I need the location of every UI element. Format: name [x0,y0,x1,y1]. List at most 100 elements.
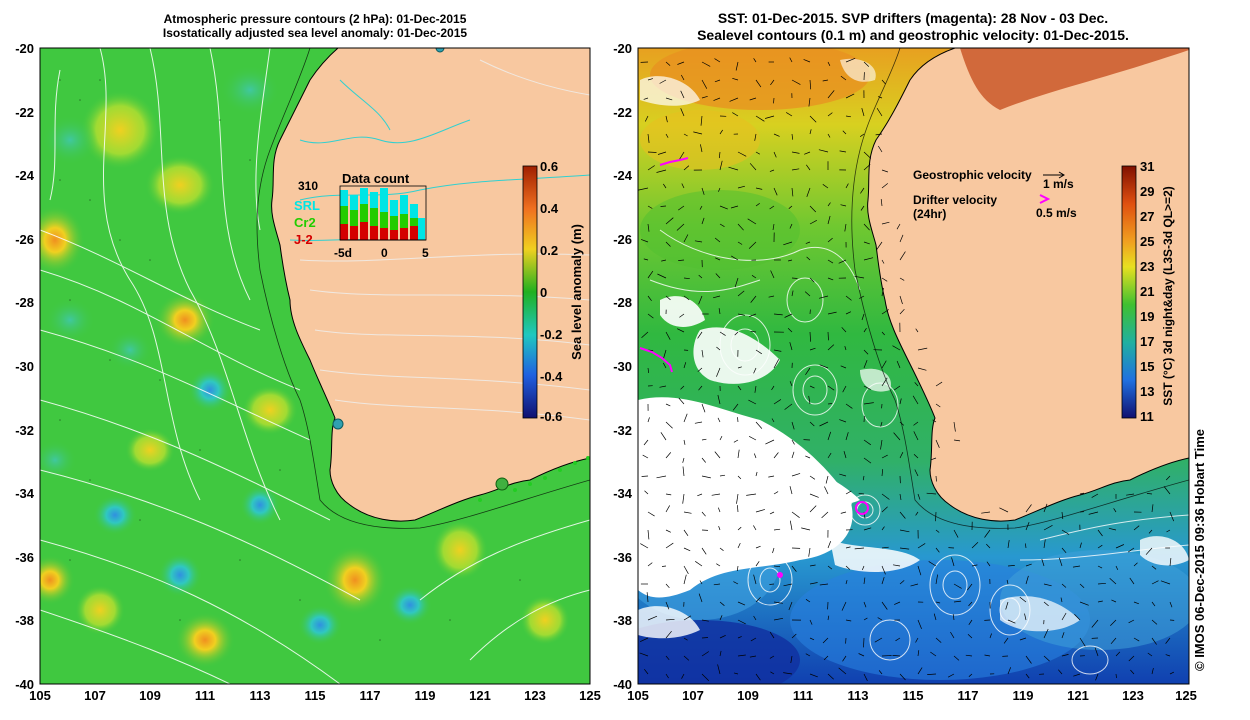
velocity-vector [1061,612,1067,621]
velocity-vector [753,615,757,621]
velocity-vector [1024,613,1027,621]
left-panel-title: Atmospheric pressure contours (2 hPa): 0… [40,12,590,40]
velocity-vector [881,277,888,282]
velocity-vector [683,362,687,369]
velocity-vector [736,565,739,572]
velocity-vector [718,525,721,531]
velocity-vector [747,218,757,225]
velocity-vector [791,633,797,639]
velocity-vector [863,601,867,608]
velocity-vector [682,457,685,463]
velocity-vector [701,637,709,639]
velocity-vector [984,654,991,657]
velocity-vector [701,95,708,99]
velocity-vector [789,486,793,495]
velocity-vector [678,151,685,161]
velocity-vector [695,561,703,567]
right-y-tick: -38 [613,613,632,628]
velocity-vector [1079,601,1089,606]
velocity-vector [755,673,761,681]
sst-tick-4: 23 [1140,259,1154,274]
velocity-vector [878,670,883,675]
velocity-vector [881,469,884,477]
velocity-vector [773,399,782,405]
velocity-vector [863,349,869,355]
velocity-vector [986,543,991,549]
velocity-vector [951,557,955,567]
velocity-vector [701,475,711,479]
velocity-vector [1148,529,1153,534]
velocity-vector [1166,529,1171,533]
velocity-vector [769,205,775,210]
velocity-vector [737,654,746,657]
velocity-vector [732,112,739,117]
velocity-vector [656,169,667,173]
velocity-vector [899,421,905,426]
velocity-vector [755,561,760,567]
velocity-vector [809,115,817,123]
left-map [40,48,590,684]
velocity-vector [665,583,670,589]
sst-colorbar: 31 29 27 25 23 21 19 17 15 13 11 SST (°C… [1121,159,1175,424]
velocity-vector [701,217,705,225]
velocity-vector [808,97,811,107]
left-y-tick: -30 [15,359,34,374]
velocity-vector [719,160,723,171]
velocity-vector [935,381,943,387]
velocity-vector [717,394,721,405]
velocity-vector [1095,673,1099,681]
velocity-vector [719,634,726,639]
velocity-vector [719,601,725,606]
velocity-vector [935,574,938,585]
velocity-vector [773,528,781,531]
velocity-vector [927,673,937,675]
velocity-vector [1163,486,1171,495]
velocity-vector [789,342,793,351]
velocity-vector [647,205,653,209]
velocity-vector [1073,673,1081,677]
right-title-line-1: SST: 01-Dec-2015. SVP drifters (magenta)… [717,10,1109,26]
velocity-vector [827,331,829,341]
velocity-vector [755,79,762,88]
velocity-vector [1128,655,1135,662]
velocity-vector [1110,637,1117,645]
velocity-vector [899,277,905,281]
velocity-vector [773,133,780,137]
tide-gauge-markers [332,48,509,491]
velocity-vector [769,169,775,172]
velocity-vector [915,511,919,516]
data-count-max: 310 [298,179,318,193]
velocity-vector [824,486,829,495]
data-count-inset: 310 Data count SRL Cr2 J-2 -5d 0 5 [294,171,429,260]
velocity-vector [665,295,671,301]
velocity-vector [665,133,669,138]
velocity-vector [791,451,795,459]
velocity-vector [753,574,757,585]
velocity-vector [1061,583,1067,588]
right-x-tick: 111 [793,688,813,703]
velocity-vector [1151,637,1157,645]
velocity-vector [735,61,739,71]
velocity-vector [665,505,671,513]
velocity-vector [1061,547,1067,554]
velocity-vector [930,651,937,657]
velocity-vector [827,565,833,570]
left-title-line-2: Isostatically adjusted sea level anomaly… [162,26,468,40]
velocity-vector [845,546,851,549]
velocity-vector [842,130,847,135]
left-y-tick: -22 [15,105,34,120]
velocity-vector [683,529,689,536]
velocity-vector [845,183,849,189]
velocity-vector [863,328,867,333]
velocity-vector [952,614,955,621]
velocity-vector [665,493,672,496]
velocity-vector [845,432,849,441]
right-y-tick: -20 [613,41,632,56]
velocity-vector [737,366,742,369]
velocity-vector [1109,578,1117,585]
velocity-vector [827,237,833,243]
velocity-vector [1043,503,1048,513]
velocity-vector [1043,524,1053,531]
velocity-vector [719,650,722,657]
velocity-vector [1169,601,1173,608]
